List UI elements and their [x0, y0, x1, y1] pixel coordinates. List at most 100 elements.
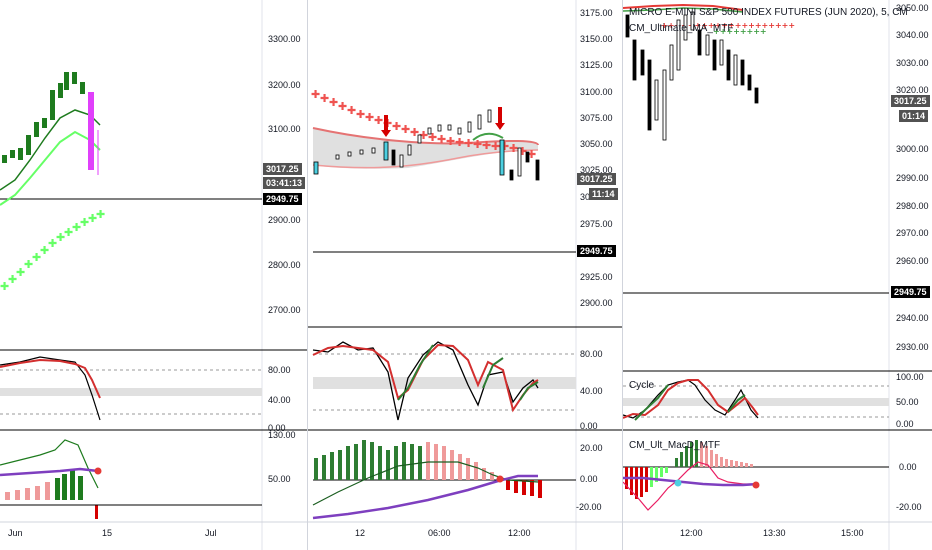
svg-text:✚: ✚: [491, 140, 500, 153]
chart-title: MICRO E-MINI S&P 500 INDEX FUTURES (JUN …: [629, 7, 908, 18]
svg-text:✚: ✚: [509, 142, 518, 155]
svg-text:✚: ✚: [392, 120, 401, 133]
pane1-price-tick: 2900.00: [268, 215, 301, 225]
svg-text:✚: ✚: [365, 111, 374, 124]
pane1-price-tick: 2700.00: [268, 305, 301, 315]
svg-text:✚: ✚: [437, 133, 446, 146]
svg-text:✚: ✚: [56, 231, 65, 244]
svg-text:++++++++++++++++++++: ++++++++++++++++++++: [661, 21, 795, 30]
indicator-label-ma[interactable]: CM_Ultimate_MA_MTF: [629, 23, 734, 34]
pane2-candles: [313, 109, 540, 181]
pane2-last-price-tag: 3017.25: [577, 173, 616, 185]
pane1-macd-tick: 50.00: [268, 474, 291, 484]
pane2-level-tag: 2949.75: [577, 245, 616, 257]
svg-text:✚: ✚: [72, 221, 81, 234]
pane2-osc-tick: 0.00: [580, 421, 598, 431]
svg-text:✚: ✚: [320, 92, 329, 105]
pane1-macd-tick: 130.00: [268, 430, 296, 440]
svg-text:✚: ✚: [500, 140, 509, 153]
pane1-price-tick: 3200.00: [268, 80, 301, 90]
pane3-time-tick: 13:30: [763, 528, 786, 538]
pane2-price-tick: 3175.00: [580, 8, 613, 18]
pane1-price-tick: 2800.00: [268, 260, 301, 270]
svg-text:✚: ✚: [356, 108, 365, 121]
indicator-label-cycle[interactable]: Cycle: [629, 380, 655, 391]
pane3-macd-tick: 0.00: [899, 462, 917, 472]
svg-text:✚: ✚: [455, 136, 464, 149]
pane3-canvas: ++++++++++++++++++++ ++++++++: [623, 0, 932, 550]
chart-pane-hourly[interactable]: ✚✚✚ ✚✚✚ ✚✚✚ ✚✚✚ ✚✚✚ ✚✚✚ ✚✚✚ ✚✚✚ ✚: [308, 0, 622, 550]
pane3-price-tick: 2980.00: [896, 201, 929, 211]
pane2-macd-tick: 20.00: [580, 443, 603, 453]
svg-text:✚: ✚: [410, 126, 419, 139]
svg-text:✚: ✚: [16, 266, 25, 279]
pane2-countdown-tag: 11:14: [589, 188, 618, 200]
svg-text:✚: ✚: [446, 135, 455, 148]
pane1-osc-tick: 80.00: [268, 365, 291, 375]
pane3-last-price-tag: 3017.25: [891, 95, 930, 107]
pane1-osc-tick: 40.00: [268, 395, 291, 405]
pane2-time-tick: 12: [355, 528, 366, 538]
pane2-canvas: ✚✚✚ ✚✚✚ ✚✚✚ ✚✚✚ ✚✚✚ ✚✚✚ ✚✚✚ ✚✚✚ ✚: [308, 0, 622, 550]
svg-text:✚: ✚: [338, 100, 347, 113]
pane3-price-tick: 2970.00: [896, 228, 929, 238]
svg-text:✚: ✚: [8, 273, 17, 286]
pane3-time-tick: 15:00: [841, 528, 864, 538]
pane3-price-tick: 3000.00: [896, 144, 929, 154]
pane2-price-tick: 3050.00: [580, 139, 613, 149]
pane3-price-tick: 3050.00: [896, 3, 929, 13]
pane3-price-tick: 3040.00: [896, 30, 929, 40]
pane1-osc-tick: 0.00: [268, 423, 286, 433]
pane3-price-tick: 2940.00: [896, 313, 929, 323]
svg-text:✚: ✚: [311, 88, 320, 101]
pane2-macd-tick: -20.00: [576, 502, 602, 512]
pane3-level-tag: 2949.75: [891, 286, 930, 298]
svg-text:✚: ✚: [527, 148, 536, 161]
svg-text:✚: ✚: [64, 226, 73, 239]
pane3-countdown-tag: 01:14: [899, 110, 929, 122]
svg-text:✚: ✚: [0, 280, 9, 293]
svg-text:✚: ✚: [48, 237, 57, 250]
svg-text:✚: ✚: [24, 258, 33, 271]
svg-text:✚: ✚: [401, 123, 410, 136]
pane2-osc-tick: 80.00: [580, 349, 603, 359]
pane2-price-tick: 3075.00: [580, 113, 613, 123]
pane3-osc-tick: 0.00: [896, 419, 914, 429]
pane1-last-price-tag: 3017.25: [263, 163, 302, 175]
pane3-time-tick: 12:00: [680, 528, 703, 538]
indicator-label-macd[interactable]: CM_Ult_MacD_MTF: [629, 440, 721, 451]
pane1-level-tag: 2949.75: [263, 193, 302, 205]
svg-text:✚: ✚: [329, 96, 338, 109]
svg-text:✚: ✚: [428, 131, 437, 144]
pane3-price-tick: 2990.00: [896, 173, 929, 183]
pane3-osc-tick: 50.00: [896, 397, 919, 407]
svg-text:✚: ✚: [347, 104, 356, 117]
svg-text:✚: ✚: [473, 138, 482, 151]
pane2-price-tick: 3125.00: [580, 60, 613, 70]
pane1-candles: [2, 72, 99, 175]
pane1-time-tick: Jul: [205, 528, 217, 538]
pane2-time-tick: 12:00: [508, 528, 531, 538]
pane-divider[interactable]: [622, 0, 623, 550]
pane2-price-tick: 3025.00: [580, 165, 613, 175]
pane3-price-tick: 3020.00: [896, 85, 929, 95]
pane3-price-tick: 3030.00: [896, 58, 929, 68]
svg-text:✚: ✚: [518, 145, 527, 158]
pane2-osc-tick: 40.00: [580, 386, 603, 396]
svg-text:✚: ✚: [464, 137, 473, 150]
pane1-time-tick: Jun: [8, 528, 23, 538]
pane2-price-tick: 2925.00: [580, 272, 613, 282]
chart-pane-daily[interactable]: ✚ ✚ ✚ ✚ ✚ ✚ ✚ ✚ ✚ ✚ ✚ ✚ ✚ 3300.00 3200.00 3100.0…: [0, 0, 307, 550]
pane2-time-tick: 06:00: [428, 528, 451, 538]
pane3-osc-tick: 100.00: [896, 372, 924, 382]
chart-pane-5min[interactable]: ++++++++++++++++++++ ++++++++: [623, 0, 932, 550]
pane2-price-tick: 2975.00: [580, 219, 613, 229]
pane-divider[interactable]: [307, 0, 308, 550]
svg-text:✚: ✚: [482, 139, 491, 152]
svg-text:✚: ✚: [80, 216, 89, 229]
svg-text:✚: ✚: [32, 251, 41, 264]
svg-text:✚: ✚: [419, 129, 428, 142]
svg-text:✚: ✚: [40, 244, 49, 257]
pane3-candles: [625, 11, 759, 141]
pane1-countdown-tag: 03:41:13: [263, 177, 306, 189]
